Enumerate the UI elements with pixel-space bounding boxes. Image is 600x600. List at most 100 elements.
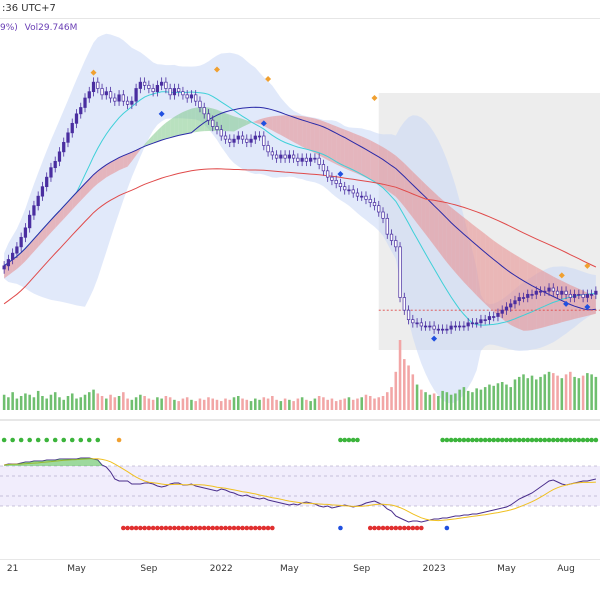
ichimoku-cloud-segment xyxy=(519,257,524,331)
ichimoku-cloud-segment xyxy=(234,116,239,132)
signal-dot-red xyxy=(176,525,181,531)
candle-body xyxy=(402,297,406,311)
ichimoku-cloud-segment xyxy=(67,197,73,215)
signal-dot-red xyxy=(159,525,164,531)
volume-bar xyxy=(594,376,598,410)
signal-dot-red xyxy=(384,525,390,531)
signal-dot-red xyxy=(150,525,156,531)
signal-dot-red xyxy=(218,525,224,531)
ichimoku-cloud-segment xyxy=(387,149,392,194)
candle-body xyxy=(309,157,313,162)
signal-dot-red xyxy=(367,525,373,531)
candle-body xyxy=(428,325,432,328)
candle-body xyxy=(589,293,594,296)
ichimoku-cloud-segment xyxy=(165,119,171,139)
candle-body xyxy=(168,88,172,96)
volume-bar xyxy=(232,397,236,410)
volume-bar xyxy=(377,397,381,410)
ichimoku-cloud-segment xyxy=(229,114,235,132)
ichimoku-cloud-segment xyxy=(89,174,94,192)
candle-body xyxy=(296,157,300,162)
signal-dot-red xyxy=(163,525,169,531)
signal-dot-green xyxy=(508,437,514,443)
volume-bar xyxy=(385,392,389,410)
candle-body xyxy=(432,325,436,330)
volume-bar xyxy=(266,398,270,410)
signal-dot-red xyxy=(180,525,186,531)
ichimoku-cloud-segment xyxy=(314,118,320,156)
signal-dot-green xyxy=(559,437,565,443)
volume-bar xyxy=(292,401,295,410)
candle-body xyxy=(130,100,134,105)
signal-dot-red xyxy=(227,525,233,531)
candle-body xyxy=(538,290,543,293)
candle-body xyxy=(151,88,155,93)
marker-orange xyxy=(213,66,220,73)
volume-bar xyxy=(249,401,253,410)
volume-bar xyxy=(364,394,368,410)
volume-bar xyxy=(347,397,351,410)
signal-dot-red xyxy=(155,525,160,531)
price-chart[interactable] xyxy=(0,0,600,560)
signal-dot-red xyxy=(206,525,211,531)
signal-dot-green xyxy=(18,437,24,443)
ichimoku-cloud-segment xyxy=(489,237,494,312)
volume-bar xyxy=(462,387,466,410)
candle-body xyxy=(117,94,121,102)
signal-dot-red xyxy=(167,525,173,531)
signal-dot-green xyxy=(525,437,531,443)
candle-body xyxy=(36,195,40,207)
candle-body xyxy=(585,293,589,298)
signal-dot-green xyxy=(589,437,594,443)
header-time: :36 UTC+7 xyxy=(2,3,56,14)
signal-dot-red xyxy=(197,525,203,531)
signal-dot-green xyxy=(453,437,458,443)
candle-body xyxy=(534,290,538,295)
signal-dot-green xyxy=(512,437,518,443)
candle-body xyxy=(560,290,564,295)
marker-blue xyxy=(337,171,344,177)
ichimoku-cloud-segment xyxy=(395,155,401,202)
volume-bar xyxy=(228,399,232,410)
signal-dot-red xyxy=(121,525,126,531)
candle-body xyxy=(177,88,181,93)
signal-dot-green xyxy=(346,437,352,443)
ichimoku-cloud-segment xyxy=(59,206,64,224)
ichimoku-cloud-segment xyxy=(297,115,303,147)
volume-bar xyxy=(326,399,329,410)
ichimoku-cloud-segment xyxy=(485,234,490,308)
ichimoku-cloud-segment xyxy=(574,286,579,319)
volume-bar xyxy=(522,374,525,410)
volume-bar xyxy=(530,375,534,410)
candle-body xyxy=(492,316,496,318)
candle-body xyxy=(530,293,534,296)
volume-bar xyxy=(96,393,100,410)
volume-bar xyxy=(330,398,334,410)
ichimoku-cloud-segment xyxy=(153,130,158,144)
candle-body xyxy=(496,312,500,317)
axis-tick-label: Aug xyxy=(557,564,575,574)
signal-dot-green xyxy=(568,437,573,443)
candle-body xyxy=(257,135,262,138)
volume-bar xyxy=(543,374,547,410)
candle-body xyxy=(543,290,547,293)
candle-body xyxy=(279,154,283,159)
axis-tick-label: 21 xyxy=(6,564,19,574)
marker-orange xyxy=(584,262,591,269)
axis-tick-label: Sep xyxy=(353,564,371,574)
volume-bar xyxy=(526,378,530,410)
candle-body xyxy=(6,259,11,267)
signal-dot-green xyxy=(461,437,467,443)
candle-body xyxy=(355,192,360,197)
ichimoku-cloud-segment xyxy=(242,118,247,127)
candle-body xyxy=(547,287,551,292)
candle-body xyxy=(211,119,215,127)
ichimoku-cloud-segment xyxy=(536,267,541,330)
candle-body xyxy=(313,157,317,160)
volume-bar xyxy=(41,396,44,410)
signal-dot-green xyxy=(448,437,454,443)
ichimoku-cloud-segment xyxy=(506,249,511,325)
signal-dot-green xyxy=(440,437,445,443)
candle-body xyxy=(262,135,266,146)
ichimoku-cloud-segment xyxy=(80,183,86,201)
